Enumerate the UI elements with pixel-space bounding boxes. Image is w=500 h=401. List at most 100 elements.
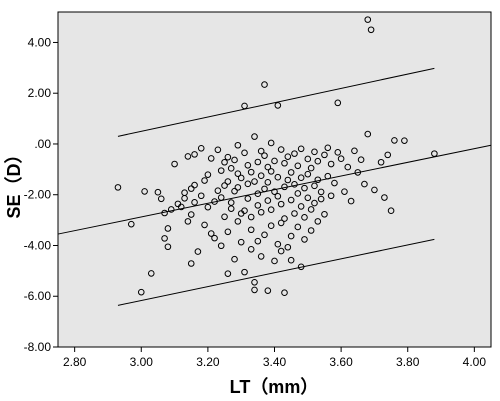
data-point <box>224 270 232 277</box>
data-point <box>287 169 295 176</box>
data-point <box>307 227 315 234</box>
data-point <box>271 157 278 165</box>
data-point <box>277 200 285 208</box>
data-point <box>287 196 295 204</box>
data-point <box>274 240 282 248</box>
data-point <box>301 184 308 192</box>
data-point <box>241 207 248 215</box>
data-point <box>191 199 198 206</box>
data-point <box>267 168 275 175</box>
data-point <box>287 232 295 240</box>
data-point <box>274 102 282 109</box>
data-point <box>264 287 272 294</box>
data-point <box>187 260 195 267</box>
y-axis: 4.00 2.00 .00 -2.00 -4.00 -6.00 -8.00 <box>24 35 58 354</box>
data-point <box>191 181 198 189</box>
x-axis-title: LT（mm） <box>230 377 319 397</box>
data-point <box>187 185 195 192</box>
data-point <box>281 215 288 222</box>
data-point <box>297 174 305 182</box>
data-point <box>247 213 255 221</box>
data-point <box>304 194 312 202</box>
data-point <box>304 170 312 178</box>
data-point <box>274 173 282 181</box>
x-tick-label: 3.60 <box>329 355 353 369</box>
data-point <box>294 162 302 170</box>
data-point <box>251 286 258 294</box>
data-point <box>234 170 242 177</box>
data-point <box>221 213 228 221</box>
data-point <box>257 172 265 179</box>
y-tick-label: -4.00 <box>24 238 52 252</box>
data-point <box>234 141 242 149</box>
data-point <box>384 151 392 159</box>
data-point <box>217 242 225 250</box>
data-point <box>114 184 122 191</box>
data-point <box>327 192 335 200</box>
x-tick-label: 4.00 <box>463 355 487 369</box>
data-point <box>157 195 165 203</box>
upper-line <box>117 67 435 137</box>
data-point <box>251 278 258 286</box>
data-point <box>231 156 238 164</box>
data-point <box>321 210 328 218</box>
data-point <box>277 247 285 255</box>
data-point <box>311 182 318 190</box>
data-point <box>254 237 262 245</box>
data-point <box>184 153 192 160</box>
data-point <box>327 160 335 168</box>
data-point <box>264 178 272 186</box>
data-point <box>354 169 362 176</box>
data-point <box>211 234 218 242</box>
data-point <box>314 218 322 225</box>
x-tick-label: 2.80 <box>63 355 87 369</box>
data-point <box>224 153 232 161</box>
data-point <box>277 219 285 227</box>
lower-line <box>117 238 435 306</box>
regression-lines <box>57 67 492 306</box>
data-point <box>377 158 385 166</box>
data-point <box>324 144 332 152</box>
data-point <box>364 130 372 138</box>
data-point <box>261 152 268 159</box>
data-point <box>247 245 255 253</box>
y-tick-label: .00 <box>34 137 51 151</box>
data-point <box>201 221 208 229</box>
data-point <box>274 192 282 200</box>
data-point <box>164 243 172 251</box>
y-tick-label: 4.00 <box>28 35 52 49</box>
data-point <box>197 144 205 152</box>
x-tick-label: 3.80 <box>396 355 420 369</box>
data-point <box>227 165 235 172</box>
data-point <box>364 16 372 23</box>
data-point <box>324 172 332 180</box>
x-tick-label: 3.40 <box>263 355 287 369</box>
data-point <box>251 178 258 185</box>
y-axis-title: SE（D） <box>4 145 24 218</box>
plot-area <box>57 11 492 348</box>
data-point <box>214 146 222 154</box>
data-point <box>264 163 272 171</box>
data-point <box>207 155 215 162</box>
data-point <box>317 188 325 196</box>
data-point <box>357 156 365 164</box>
data-point <box>301 236 308 243</box>
data-point <box>367 26 375 34</box>
data-point <box>177 203 185 211</box>
data-point <box>351 147 358 155</box>
data-point <box>294 223 302 231</box>
data-point <box>204 203 212 211</box>
data-point <box>237 174 245 182</box>
data-point <box>261 231 268 239</box>
data-point <box>244 161 252 169</box>
data-point <box>291 150 298 157</box>
data-point <box>304 155 312 163</box>
data-point <box>347 197 355 205</box>
data-point <box>221 158 228 166</box>
data-point <box>267 139 275 147</box>
x-tick-label: 3.20 <box>196 355 220 369</box>
data-point <box>257 208 265 216</box>
data-point <box>284 153 292 160</box>
data-point <box>184 218 192 225</box>
